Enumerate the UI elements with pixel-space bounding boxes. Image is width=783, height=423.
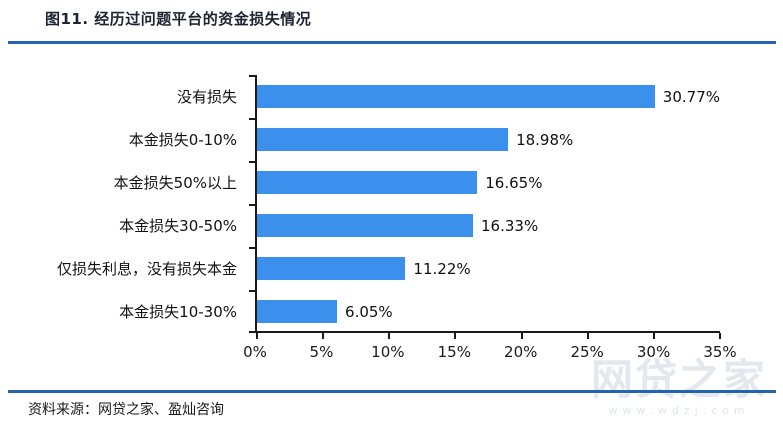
x-axis-tick-label: 15%	[437, 343, 471, 361]
category-label: 本金损失50%以上	[113, 174, 237, 192]
top-divider	[8, 41, 776, 44]
watermark-url: www.wdzj.com	[608, 404, 750, 417]
x-axis-tick-label: 35%	[703, 343, 737, 361]
x-axis-tick	[520, 333, 523, 339]
y-axis-tick	[249, 118, 257, 120]
figure-title: 图11. 经历过问题平台的资金损失情况	[45, 10, 312, 28]
x-axis-tick	[652, 333, 655, 339]
value-label: 16.33%	[481, 216, 539, 235]
bar-row: 6.05%	[257, 290, 720, 333]
bar-row: 11.22%	[257, 247, 720, 290]
y-axis-tick	[249, 75, 257, 77]
bar-row: 16.65%	[257, 161, 720, 204]
bar	[257, 300, 338, 323]
value-label: 6.05%	[345, 302, 393, 321]
y-axis-tick	[249, 290, 257, 292]
x-axis-tick-label: 30%	[636, 343, 671, 361]
bar	[257, 128, 509, 151]
category-axis: 没有损失本金损失0-10% 本金损失50%以上 本金损失30-50% 仅损失利息，没有…	[0, 75, 247, 333]
category-label: 没有损失	[176, 88, 237, 106]
x-axis-tick	[256, 333, 258, 339]
bottom-divider	[8, 390, 776, 393]
category-label: 仅损失利息，没有损失本金	[56, 260, 237, 278]
x-axis-tick	[719, 333, 721, 339]
value-label: 16.65%	[485, 173, 543, 192]
bar	[257, 214, 474, 237]
x-axis-tick	[322, 333, 325, 339]
x-axis-tick	[454, 333, 457, 339]
value-label: 30.77%	[662, 87, 720, 106]
x-axis-tick	[388, 333, 391, 339]
bar	[257, 171, 478, 194]
watermark-brand: 网贷之家	[590, 355, 767, 404]
x-axis-tick-label: 20%	[504, 343, 538, 361]
x-axis-tick-label: 25%	[570, 343, 604, 361]
value-label: 18.98%	[516, 130, 574, 149]
x-axis-tick-label: 10%	[371, 343, 405, 361]
category-label: 本金损失10-30%	[119, 303, 237, 321]
category-label: 本金损失0-10%	[128, 131, 237, 149]
bar	[257, 257, 406, 280]
y-axis-tick	[249, 247, 257, 249]
bar-row: 18.98%	[257, 118, 720, 161]
plot-area: 30.77% 18.98% 16.65% 16.33% 11.22% 6.05%	[249, 75, 721, 339]
x-axis-tick-label: 0%	[243, 343, 267, 361]
x-axis-tick-label: 5%	[309, 343, 334, 361]
bar-row: 16.33%	[257, 204, 720, 247]
x-axis-labels: 0% 5% 10% 15% 20% 25% 30% 35%	[243, 343, 737, 363]
x-axis-tick	[586, 333, 589, 339]
source-note: 资料来源：网贷之家、盈灿咨询	[28, 402, 224, 418]
bar-row: 30.77%	[257, 75, 720, 118]
value-label: 11.22%	[413, 259, 471, 278]
bar	[257, 85, 655, 108]
category-label: 本金损失30-50%	[119, 217, 237, 235]
y-axis-tick	[249, 204, 257, 206]
watermark: 网贷之家 www.wdzj.com	[590, 355, 767, 418]
y-axis-tick	[249, 161, 257, 163]
y-axis-tick	[249, 331, 257, 333]
